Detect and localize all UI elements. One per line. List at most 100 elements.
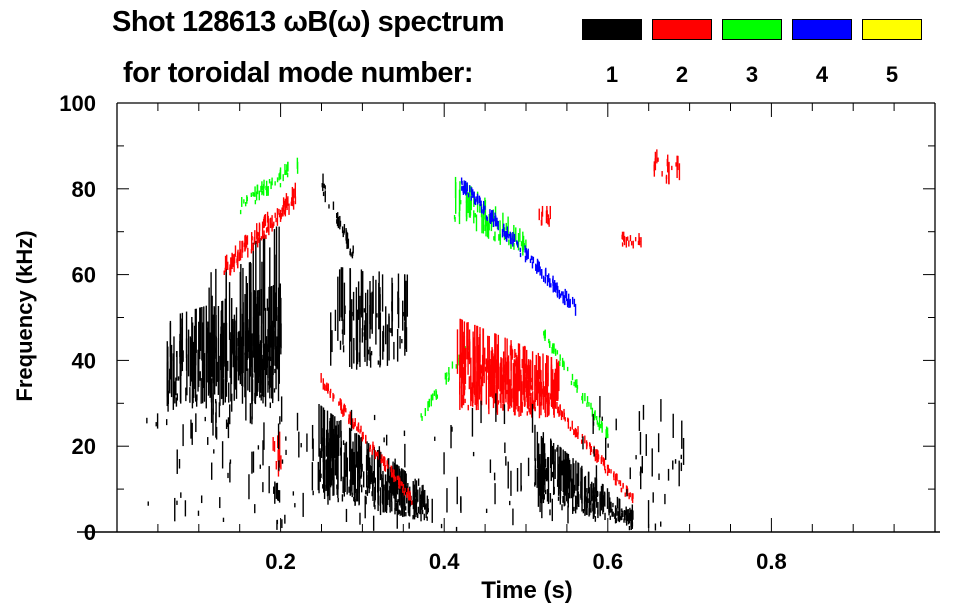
spectrum-mark-mode-2	[515, 378, 518, 388]
spectrum-mark-mode-1	[270, 365, 272, 388]
spectrum-mark-mode-2	[573, 430, 576, 435]
spectrum-mark-mode-1	[373, 446, 375, 483]
spectrum-mark-mode-1	[337, 276, 339, 341]
spectrum-mark-mode-1	[398, 509, 400, 514]
spectrum-mark-mode-1	[400, 470, 403, 502]
spectrum-mark-mode-1	[363, 308, 366, 313]
spectrum-mark-mode-1	[657, 433, 660, 453]
spectrum-mark-mode-2	[392, 472, 394, 477]
spectrum-mark-mode-1	[251, 416, 253, 425]
spectrum-mark-mode-3	[436, 394, 439, 399]
spectrum-mark-mode-2	[263, 230, 265, 239]
legend-swatch-mode-3	[722, 19, 782, 40]
y-tick-label: 100	[59, 91, 96, 116]
spectrum-mark-mode-2	[343, 410, 345, 416]
spectrum-mark-mode-1	[397, 297, 400, 329]
spectrum-mark-mode-2	[510, 388, 513, 408]
spectrum-mark-mode-1	[586, 488, 588, 493]
spectrum-mark-mode-2	[524, 371, 526, 377]
spectrum-mark-mode-1	[235, 356, 238, 363]
spectrum-mark-mode-3	[470, 197, 472, 211]
spectrum-mark-mode-1	[318, 469, 321, 481]
spectrum-mark-mode-1	[156, 413, 159, 429]
spectrum-mark-mode-3	[261, 190, 263, 196]
spectrum-mark-mode-1	[239, 271, 242, 385]
spectrum-mark-mode-2	[488, 398, 490, 415]
spectrum-mark-mode-1	[200, 378, 202, 404]
spectrum-mark-mode-1	[562, 449, 564, 492]
spectrum-mark-mode-1	[284, 514, 286, 524]
spectrum-mark-mode-3	[250, 192, 253, 197]
spectrum-mark-mode-1	[446, 488, 448, 513]
spectrum-mark-mode-2	[584, 435, 586, 444]
spectrum-mark-mode-3	[424, 407, 427, 417]
spectrum-mark-mode-2	[294, 196, 297, 205]
spectrum-mark-mode-1	[249, 403, 252, 424]
spectrum-mark-mode-1	[356, 488, 358, 502]
spectrum-mark-mode-2	[234, 245, 237, 257]
spectrum-mark-mode-1	[184, 500, 187, 517]
spectrum-mark-mode-1	[372, 515, 375, 531]
spectrum-mark-mode-1	[414, 499, 416, 512]
spectrum-mark-mode-2	[254, 230, 256, 243]
spectrum-mark-mode-1	[660, 399, 662, 422]
spectrum-mark-mode-2	[540, 219, 543, 226]
spectrum-mark-mode-3	[252, 191, 254, 197]
spectrum-mark-mode-1	[197, 510, 200, 516]
spectrum-mark-mode-1	[341, 494, 344, 502]
spectrum-mark-mode-2	[525, 374, 528, 379]
spectrum-mark-mode-1	[493, 472, 496, 481]
spectrum-mark-mode-2	[626, 236, 629, 241]
spectrum-mark-mode-1	[355, 433, 358, 468]
spectrum-mark-mode-2	[396, 475, 399, 480]
spectrum-mark-mode-2	[487, 335, 489, 373]
spectrum-mark-mode-1	[327, 481, 329, 505]
spectrum-mark-mode-2	[518, 406, 520, 417]
spectrum-mark-mode-2	[495, 333, 497, 373]
spectrum-mark-mode-1	[376, 450, 379, 493]
spectrum-mark-mode-1	[554, 449, 556, 479]
spectrum-mark-mode-1	[414, 478, 416, 498]
legend-label-mode-2: 2	[675, 62, 689, 87]
spectrum-mark-mode-4	[552, 278, 554, 283]
spectrum-mark-mode-1	[415, 480, 418, 496]
spectrum-mark-mode-1	[267, 343, 269, 393]
spectrum-mark-mode-2	[539, 382, 541, 393]
spectrum-mark-mode-1	[616, 496, 619, 509]
spectrum-mark-mode-1	[324, 185, 326, 190]
y-tick-label: 40	[72, 348, 96, 373]
spectrum-mark-mode-1	[601, 416, 603, 421]
spectrum-mark-mode-1	[245, 276, 247, 353]
spectrum-mark-mode-4	[536, 264, 538, 274]
spectrum-mark-mode-2	[575, 430, 577, 438]
spectrum-mark-mode-3	[266, 186, 268, 196]
spectrum-mark-mode-2	[373, 445, 375, 450]
spectrum-mark-mode-1	[625, 506, 627, 516]
spectrum-mark-mode-1	[551, 471, 554, 478]
spectrum-mark-mode-1	[221, 441, 224, 469]
spectrum-mark-mode-1	[392, 461, 394, 496]
spectrum-mark-mode-1	[415, 492, 417, 505]
spectrum-mark-mode-3	[454, 217, 456, 222]
spectrum-mark-mode-3	[282, 174, 284, 182]
spectrum-mark-mode-2	[502, 367, 505, 372]
spectrum-mark-mode-2	[365, 434, 367, 444]
spectrum-mark-mode-1	[195, 395, 198, 407]
spectrum-mark-mode-2	[461, 394, 463, 406]
spectrum-mark-mode-1	[375, 279, 377, 345]
spectrum-mark-mode-1	[660, 521, 662, 527]
spectrum-mark-mode-2	[676, 155, 678, 179]
spectrum-mark-mode-2	[377, 453, 380, 460]
spectrum-mark-mode-1	[322, 173, 324, 186]
spectrum-mark-mode-4	[559, 293, 562, 298]
spectrum-mark-mode-1	[322, 484, 324, 489]
spectrum-mark-mode-3	[548, 342, 551, 347]
spectrum-mark-mode-1	[374, 477, 376, 501]
spectrum-mark-mode-1	[626, 516, 629, 522]
spectrum-mark-mode-1	[599, 395, 601, 418]
y-tick-label: 0	[84, 520, 96, 545]
spectrum-mark-mode-1	[538, 473, 541, 478]
spectrum-mark-mode-4	[513, 233, 516, 242]
spectrum-mark-mode-1	[629, 467, 631, 480]
spectrum-mark-mode-4	[492, 218, 495, 228]
